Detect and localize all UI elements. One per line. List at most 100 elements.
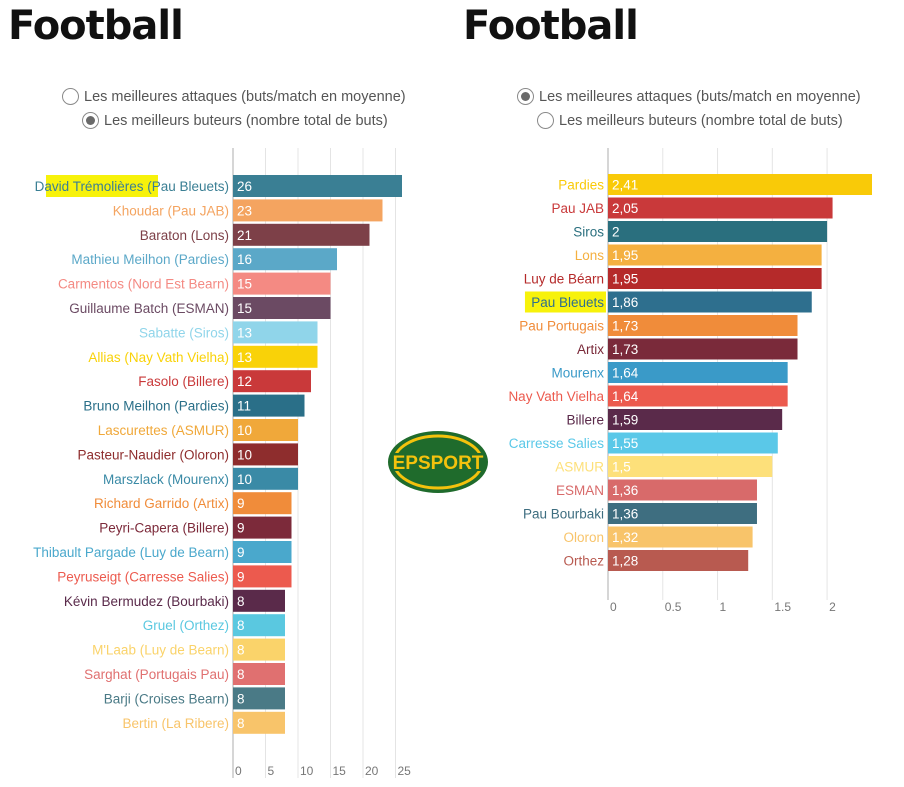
value-label: 2,05 bbox=[612, 201, 638, 216]
category-label: Billere bbox=[566, 413, 604, 428]
bar[interactable] bbox=[233, 272, 331, 295]
category-label: Gruel (Orthez) bbox=[143, 618, 229, 633]
bar[interactable] bbox=[233, 248, 337, 271]
right-radio-buteurs-icon[interactable] bbox=[537, 112, 554, 129]
value-label: 1,95 bbox=[612, 248, 638, 263]
bar[interactable] bbox=[608, 432, 778, 454]
bar[interactable] bbox=[608, 479, 757, 501]
left-radio-attaques-icon[interactable] bbox=[62, 88, 79, 105]
category-label: Oloron bbox=[563, 530, 604, 545]
value-label: 1,36 bbox=[612, 507, 638, 522]
value-label: 9 bbox=[237, 496, 245, 511]
right-option-attaques[interactable]: Les meilleures attaques (buts/match en m… bbox=[517, 88, 861, 105]
bar[interactable] bbox=[233, 614, 285, 637]
bar[interactable] bbox=[233, 199, 383, 222]
value-label: 8 bbox=[237, 667, 245, 682]
bar[interactable] bbox=[233, 175, 402, 197]
bar[interactable] bbox=[608, 503, 757, 524]
category-label: Pardies bbox=[558, 178, 604, 193]
value-label: 8 bbox=[237, 618, 245, 633]
tick-label: 1 bbox=[720, 600, 727, 614]
value-label: 1,28 bbox=[612, 554, 638, 569]
bar[interactable] bbox=[233, 687, 285, 710]
category-label: Richard Garrido (Artix) bbox=[94, 496, 229, 511]
bar[interactable] bbox=[608, 526, 753, 548]
bar[interactable] bbox=[233, 711, 285, 734]
bar[interactable] bbox=[233, 345, 318, 368]
bar[interactable] bbox=[608, 268, 822, 289]
bar[interactable] bbox=[608, 456, 773, 477]
value-label: 10 bbox=[237, 447, 252, 462]
value-label: 10 bbox=[237, 472, 252, 487]
right-radio-attaques-icon[interactable] bbox=[517, 88, 534, 105]
category-label: Artix bbox=[577, 342, 604, 357]
tick-label: 25 bbox=[398, 764, 412, 778]
category-label: Carmentos (Nord Est Bearn) bbox=[58, 277, 229, 292]
value-label: 8 bbox=[237, 716, 245, 731]
value-label: 8 bbox=[237, 691, 245, 706]
right-option-buteurs[interactable]: Les meilleurs buteurs (nombre total de b… bbox=[537, 112, 843, 129]
tick-label: 0 bbox=[235, 764, 242, 778]
category-label: Siros bbox=[573, 225, 604, 240]
category-label: Pau Bleuets bbox=[531, 295, 604, 310]
value-label: 8 bbox=[237, 594, 245, 609]
top-scorers-chart: 0 5 10 15 20 25 David Trémolières (Pau Bleuets… bbox=[33, 148, 412, 778]
bar[interactable] bbox=[608, 362, 788, 383]
bar[interactable] bbox=[233, 467, 298, 490]
category-label: Luy de Béarn bbox=[524, 272, 604, 287]
bar[interactable] bbox=[608, 174, 872, 195]
bar[interactable] bbox=[233, 297, 331, 319]
bar[interactable] bbox=[233, 419, 298, 441]
bar[interactable] bbox=[233, 370, 311, 393]
tick-label: 0 bbox=[610, 600, 617, 614]
category-label: Peyruseigt (Carresse Salies) bbox=[57, 569, 229, 584]
bar[interactable] bbox=[233, 663, 285, 685]
epsport-logo: EPSPORT bbox=[388, 431, 488, 493]
value-label: 9 bbox=[237, 521, 245, 536]
bar[interactable] bbox=[608, 244, 822, 266]
value-label: 1,64 bbox=[612, 389, 639, 404]
bar[interactable] bbox=[608, 385, 788, 407]
bar[interactable] bbox=[233, 638, 285, 661]
bar[interactable] bbox=[608, 197, 833, 219]
bar[interactable] bbox=[233, 589, 285, 612]
bar[interactable] bbox=[608, 409, 783, 430]
category-label: David Trémolières (Pau Bleuets) bbox=[35, 179, 229, 194]
tick-label: 5 bbox=[268, 764, 275, 778]
bar[interactable] bbox=[608, 550, 749, 571]
bar[interactable] bbox=[608, 221, 828, 242]
highlight-marker bbox=[46, 175, 158, 197]
category-label: Carresse Salies bbox=[509, 436, 605, 451]
bar[interactable] bbox=[233, 321, 318, 344]
left-panel-title: Football bbox=[8, 3, 184, 49]
category-label: Pasteur-Naudier (Oloron) bbox=[77, 447, 229, 462]
category-label: Pau Portugais bbox=[519, 319, 604, 334]
left-option-buteurs[interactable]: Les meilleurs buteurs (nombre total de b… bbox=[82, 112, 388, 129]
value-label: 12 bbox=[237, 374, 252, 389]
bar[interactable] bbox=[608, 315, 798, 336]
bar[interactable] bbox=[233, 516, 292, 539]
bar[interactable] bbox=[233, 443, 298, 466]
bar[interactable] bbox=[608, 338, 798, 360]
value-label: 1,64 bbox=[612, 366, 639, 381]
category-label: Peyri-Capera (Billere) bbox=[99, 521, 229, 536]
value-label: 16 bbox=[237, 252, 252, 267]
category-label: Baraton (Lons) bbox=[140, 228, 229, 243]
tick-label: 15 bbox=[333, 764, 347, 778]
category-label: Pau Bourbaki bbox=[523, 507, 604, 522]
bar[interactable] bbox=[233, 394, 305, 417]
left-option-attaques[interactable]: Les meilleures attaques (buts/match en m… bbox=[62, 88, 406, 105]
tick-label: 1.5 bbox=[774, 600, 791, 614]
left-radio-buteurs-icon[interactable] bbox=[82, 112, 99, 129]
bar[interactable] bbox=[233, 223, 370, 246]
right-option-buteurs-label: Les meilleurs buteurs (nombre total de b… bbox=[559, 112, 843, 129]
category-label: Guillaume Batch (ESMAN) bbox=[69, 301, 229, 316]
category-label: Thibault Pargade (Luy de Bearn) bbox=[33, 545, 229, 560]
bar[interactable] bbox=[233, 541, 292, 563]
value-label: 1,55 bbox=[612, 436, 638, 451]
bar[interactable] bbox=[233, 492, 292, 515]
value-label: 1,32 bbox=[612, 530, 638, 545]
bar[interactable] bbox=[233, 565, 292, 588]
category-label: M'Laab (Luy de Bearn) bbox=[92, 643, 229, 658]
bar[interactable] bbox=[608, 291, 812, 313]
